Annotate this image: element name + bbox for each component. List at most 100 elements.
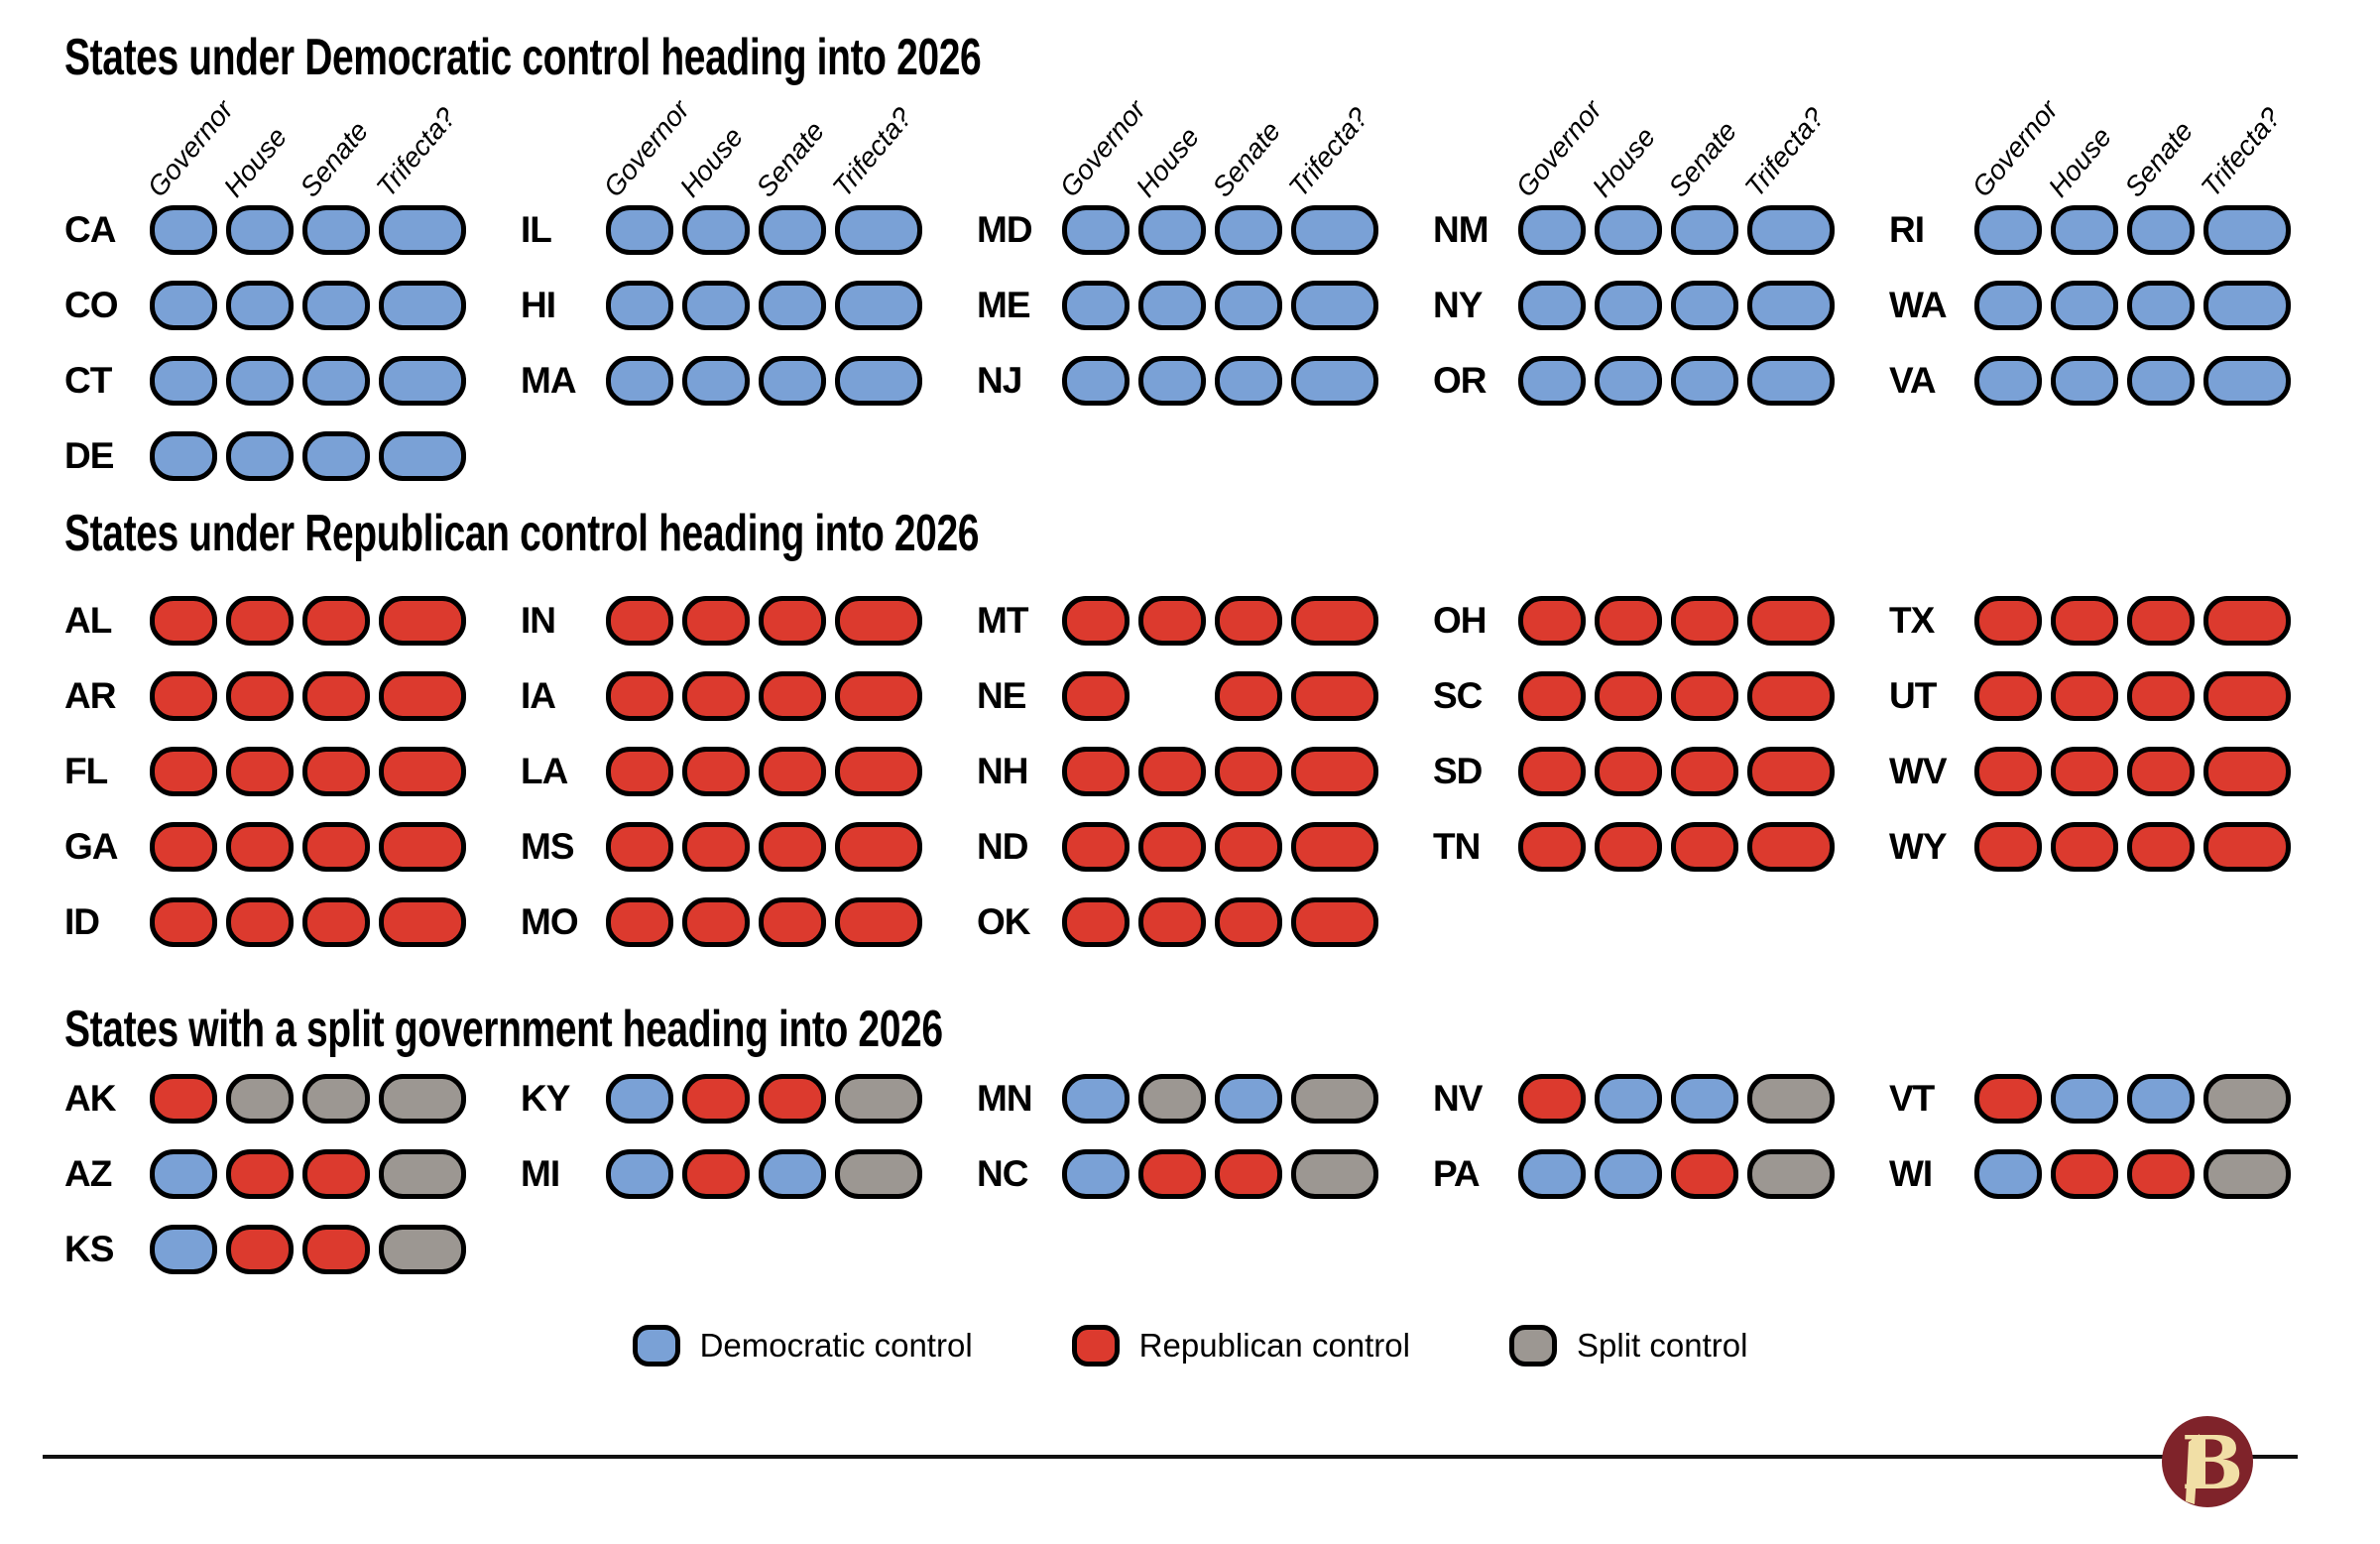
- control-pills: [1974, 356, 2291, 406]
- state-label: OR: [1433, 360, 1488, 401]
- control-pills: [1974, 1149, 2291, 1199]
- republican-states-grid: AL AR FL GA ID IN IA LA MS MO MT NE NH ND OK OH SC SD TN TX…: [64, 596, 2365, 973]
- state-row-WA: WA: [1889, 281, 2345, 356]
- pill-senate: [1215, 205, 1282, 255]
- column-header-senate: Senate: [750, 115, 831, 203]
- pill-trifecta: [2203, 205, 2291, 255]
- pill-senate: [2127, 205, 2195, 255]
- state-row-KY: KY: [521, 1074, 977, 1149]
- control-pills: [150, 747, 466, 796]
- pill-senate: [759, 747, 826, 796]
- control-pills: [1518, 281, 1835, 330]
- pill-senate: [2127, 822, 2195, 872]
- pill-senate: [759, 897, 826, 947]
- democratic-states-grid: CA CO CT DE IL HI MA MD ME NJ NM NY OR RI WA VA: [64, 205, 2365, 507]
- state-row-AZ: AZ: [64, 1149, 521, 1225]
- state-row-UT: UT: [1889, 671, 2345, 747]
- pill-house: [682, 822, 750, 872]
- pill-house: [226, 356, 294, 406]
- column-header-trifecta: Trifecta?: [370, 101, 462, 203]
- pill-senate: [1215, 822, 1282, 872]
- state-column: MT NE NH ND OK: [977, 596, 1433, 973]
- pill-governor: [1062, 205, 1130, 255]
- state-label: GA: [64, 826, 119, 867]
- pill-house: [1595, 822, 1662, 872]
- pill-governor: [1062, 747, 1130, 796]
- pill-trifecta: [379, 281, 466, 330]
- pill-trifecta: [1291, 1149, 1378, 1199]
- column-header-trifecta: Trifecta?: [1282, 101, 1374, 203]
- state-label: LA: [521, 751, 568, 791]
- state-row-WY: WY: [1889, 822, 2345, 897]
- state-row-IA: IA: [521, 671, 977, 747]
- state-column: KY MI: [521, 1074, 977, 1300]
- pill-trifecta: [2203, 356, 2291, 406]
- state-label: MO: [521, 901, 579, 942]
- state-row-AL: AL: [64, 596, 521, 671]
- state-row-HI: HI: [521, 281, 977, 356]
- pill-house: [1138, 1149, 1206, 1199]
- pill-governor: [150, 596, 217, 646]
- state-column: VT WI: [1889, 1074, 2345, 1300]
- state-label: IL: [521, 209, 552, 250]
- control-pills: [1974, 822, 2291, 872]
- state-column: IL HI MA: [521, 205, 977, 507]
- pill-governor: [150, 1225, 217, 1274]
- pill-senate: [759, 356, 826, 406]
- pill-house: [1595, 1149, 1662, 1199]
- pill-senate: [2127, 747, 2195, 796]
- pill-trifecta: [379, 1149, 466, 1199]
- pill-house: [1595, 281, 1662, 330]
- pill-senate: [1671, 596, 1738, 646]
- control-pills: [150, 596, 466, 646]
- pill-house: [226, 671, 294, 721]
- pill-senate: [759, 596, 826, 646]
- state-row-TN: TN: [1433, 822, 1889, 897]
- pill-trifecta: [1747, 1074, 1835, 1124]
- pill-trifecta: [1747, 281, 1835, 330]
- legend-item-democratic: Democratic control: [632, 1325, 973, 1366]
- pill-governor: [150, 897, 217, 947]
- control-pills: [1518, 1149, 1835, 1199]
- pill-trifecta: [379, 747, 466, 796]
- pill-trifecta: [379, 596, 466, 646]
- state-column: CA CO CT DE: [64, 205, 521, 507]
- pill-trifecta: [835, 897, 922, 947]
- column-header-house: House: [673, 121, 750, 203]
- pill-governor: [1062, 822, 1130, 872]
- state-label: KS: [64, 1229, 114, 1269]
- pill-house: [1138, 822, 1206, 872]
- control-pills: [1974, 205, 2291, 255]
- control-pills: [606, 897, 922, 947]
- control-pills: [150, 281, 466, 330]
- pill-house: [1138, 596, 1206, 646]
- control-pills: [1062, 596, 1378, 646]
- pill-senate: [1671, 822, 1738, 872]
- control-pills: [606, 671, 922, 721]
- state-label: WI: [1889, 1153, 1933, 1194]
- state-label: NE: [977, 675, 1026, 716]
- state-row-CT: CT: [64, 356, 521, 431]
- pill-senate: [1215, 1074, 1282, 1124]
- pill-senate: [302, 356, 370, 406]
- pill-senate: [1671, 1074, 1738, 1124]
- control-pills: [1518, 747, 1835, 796]
- pill-governor: [150, 431, 217, 481]
- pill-house: [2051, 356, 2118, 406]
- pill-senate: [759, 205, 826, 255]
- control-pills: [606, 747, 922, 796]
- state-row-WI: WI: [1889, 1149, 2345, 1225]
- pill-senate: [759, 822, 826, 872]
- state-label: NV: [1433, 1078, 1483, 1119]
- pill-house: [682, 747, 750, 796]
- pill-house: [226, 897, 294, 947]
- bolts-logo: B: [2162, 1416, 2253, 1507]
- pill-governor: [606, 897, 673, 947]
- state-label: CO: [64, 285, 119, 325]
- pill-governor: [1062, 356, 1130, 406]
- pill-governor: [1974, 1074, 2042, 1124]
- pill-house: [1595, 205, 1662, 255]
- control-pills: [606, 356, 922, 406]
- pill-senate: [1671, 356, 1738, 406]
- state-row-OK: OK: [977, 897, 1433, 973]
